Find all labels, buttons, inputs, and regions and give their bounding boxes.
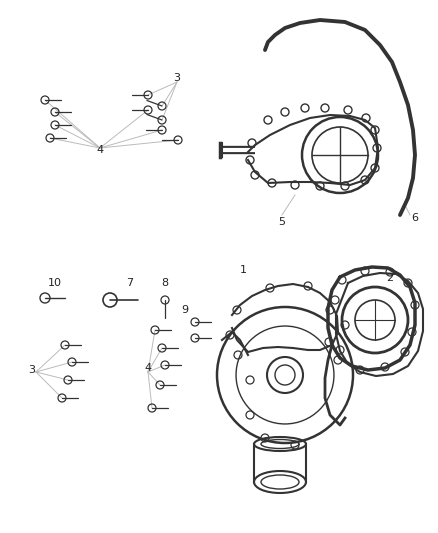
Text: 8: 8: [162, 278, 169, 288]
Text: 3: 3: [173, 73, 180, 83]
Text: 1: 1: [240, 265, 247, 275]
Text: 6: 6: [411, 213, 418, 223]
Text: 3: 3: [28, 365, 35, 375]
Text: 10: 10: [48, 278, 62, 288]
Text: 4: 4: [96, 145, 103, 155]
Text: 4: 4: [145, 363, 152, 373]
Text: 5: 5: [279, 217, 286, 227]
Text: 7: 7: [127, 278, 134, 288]
Text: 2: 2: [386, 273, 394, 283]
Text: 9: 9: [181, 305, 189, 315]
